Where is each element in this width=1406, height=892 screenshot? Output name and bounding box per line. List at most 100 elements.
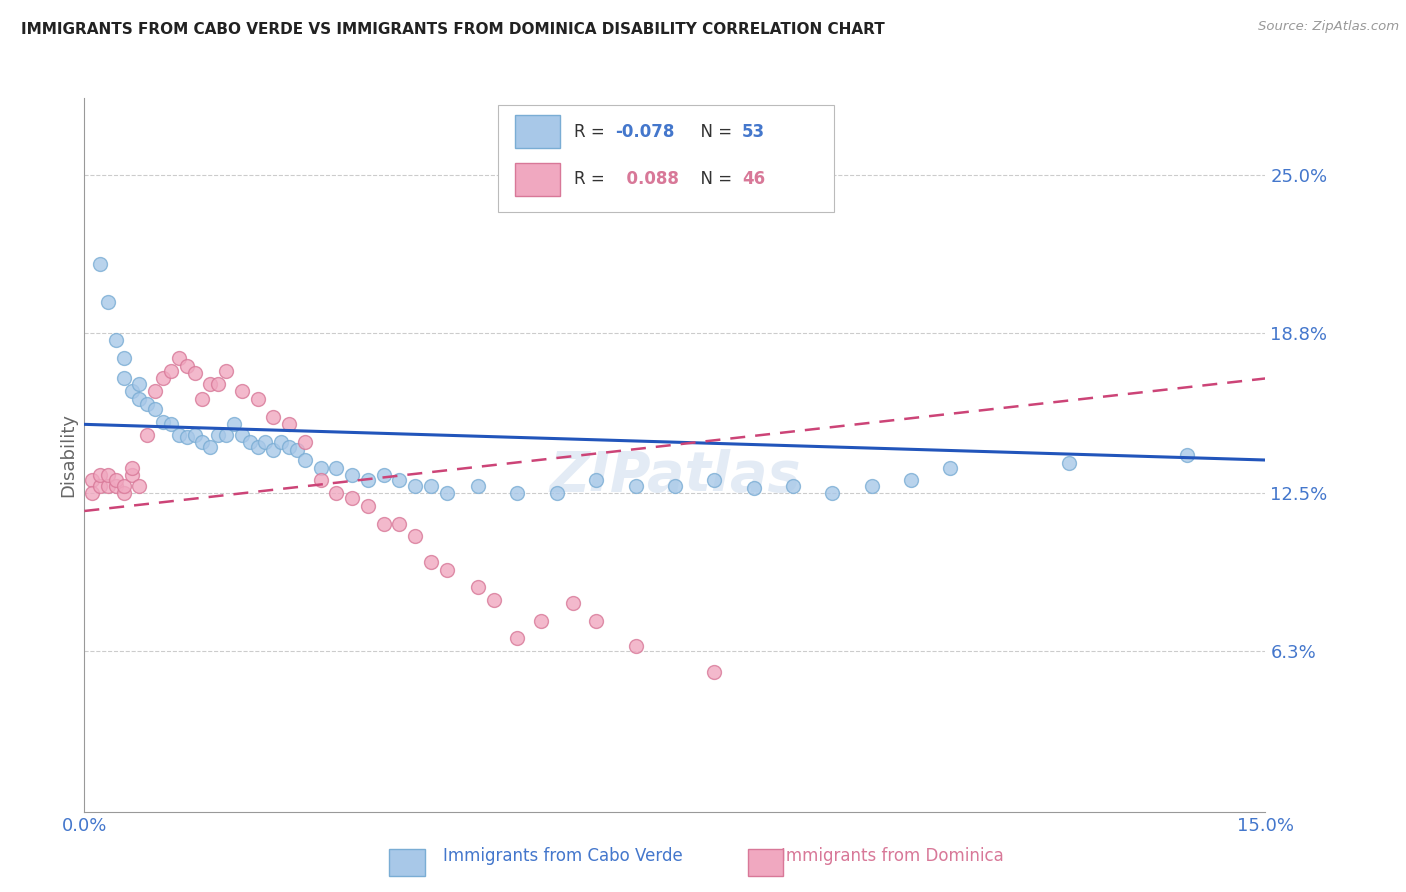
Point [231,427,253,442]
Point [860,478,883,492]
FancyBboxPatch shape [498,105,834,212]
Point [160,417,183,432]
Point [357,474,380,488]
Point [782,478,804,492]
Point [183,367,205,381]
Text: Immigrants from Cabo Verde: Immigrants from Cabo Verde [443,847,682,865]
Point [215,427,238,442]
Point [254,435,277,450]
Point [89,257,111,271]
Point [262,442,284,457]
Text: R =: R = [575,123,610,141]
Point [388,516,411,531]
Point [97,295,120,310]
Point [1057,456,1080,470]
Point [176,359,198,373]
Text: N =: N = [690,123,738,141]
Text: Immigrants from Dominica: Immigrants from Dominica [782,847,1004,865]
Point [89,468,111,483]
Point [200,376,222,391]
Point [1175,448,1198,462]
Point [703,665,725,679]
Point [222,417,245,432]
Point [246,440,269,454]
Point [231,384,253,399]
Point [821,486,844,500]
Point [482,593,505,607]
Point [112,371,135,385]
Point [294,453,316,467]
Point [404,529,426,543]
Point [388,474,411,488]
Point [278,417,301,432]
Point [191,435,214,450]
Text: 46: 46 [742,170,765,188]
Point [436,486,458,500]
Point [104,478,127,492]
Point [152,415,174,429]
Point [309,460,332,475]
Y-axis label: Disability: Disability [59,413,77,497]
Point [561,596,583,610]
Point [585,614,607,628]
Point [325,460,347,475]
Point [183,427,205,442]
Point [309,474,332,488]
Point [340,468,363,483]
Point [285,442,308,457]
Point [104,333,127,347]
Point [97,468,120,483]
Point [467,581,489,595]
Point [467,478,489,492]
Point [373,516,395,531]
Point [121,468,143,483]
Point [530,614,553,628]
Point [97,478,120,492]
Bar [516,115,561,148]
Point [278,440,301,454]
Point [664,478,686,492]
Text: -0.078: -0.078 [614,123,673,141]
Point [294,435,316,450]
Point [82,486,104,500]
Point [104,474,127,488]
Bar [748,849,783,876]
Point [207,427,229,442]
Point [128,376,150,391]
Point [624,639,647,653]
Point [112,351,135,365]
Point [143,402,166,417]
Point [270,435,292,450]
Point [112,478,135,492]
Point [624,478,647,492]
Point [200,440,222,454]
Point [215,364,238,378]
Point [136,397,159,411]
Point [239,435,262,450]
Text: N =: N = [690,170,738,188]
Point [121,460,143,475]
Text: Source: ZipAtlas.com: Source: ZipAtlas.com [1258,20,1399,33]
Text: R =: R = [575,170,610,188]
Point [900,474,922,488]
Point [742,481,765,495]
Point [939,460,962,475]
Text: 53: 53 [742,123,765,141]
Point [373,468,395,483]
Text: ZIPatlas: ZIPatlas [550,450,800,503]
Point [419,555,441,569]
Point [167,351,190,365]
Point [436,563,458,577]
Point [357,499,380,513]
Point [121,384,143,399]
Point [340,491,363,506]
Point [703,474,725,488]
Point [176,430,198,444]
Point [506,486,529,500]
Point [143,384,166,399]
Point [112,486,135,500]
Point [167,427,190,442]
Point [546,486,568,500]
Point [207,376,229,391]
Point [128,478,150,492]
